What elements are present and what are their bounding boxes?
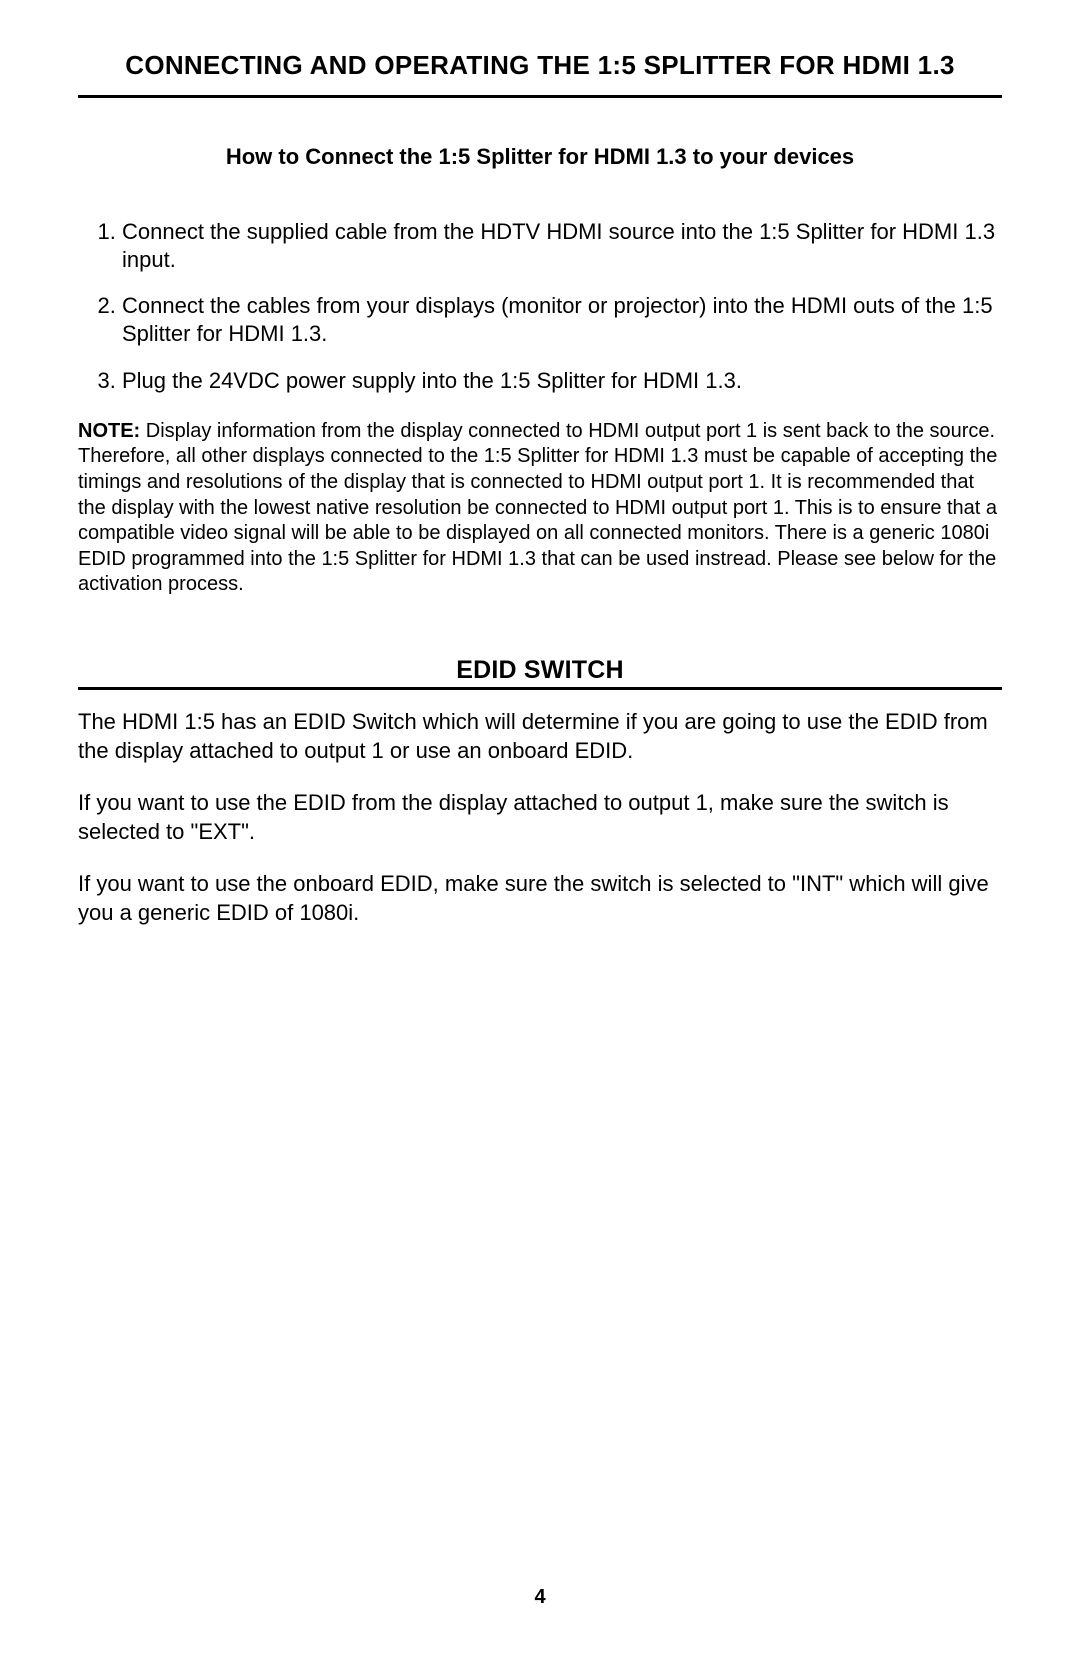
connection-steps-list: Connect the supplied cable from the HDTV… [78, 218, 1002, 395]
list-item: Connect the supplied cable from the HDTV… [122, 218, 1002, 274]
body-paragraph: The HDMI 1:5 has an EDID Switch which wi… [78, 708, 1002, 765]
how-to-connect-subtitle: How to Connect the 1:5 Splitter for HDMI… [78, 144, 1002, 170]
list-item: Connect the cables from your displays (m… [122, 292, 1002, 348]
edid-switch-title: EDID SWITCH [78, 656, 1002, 690]
note-text: Display information from the display con… [78, 420, 997, 596]
note-label: NOTE: [78, 420, 140, 442]
body-paragraph: If you want to use the onboard EDID, mak… [78, 870, 1002, 927]
main-title: CONNECTING AND OPERATING THE 1:5 SPLITTE… [78, 50, 1002, 98]
page-number: 4 [0, 1586, 1080, 1609]
list-item: Plug the 24VDC power supply into the 1:5… [122, 367, 1002, 395]
note-paragraph: NOTE: Display information from the displ… [78, 419, 1002, 598]
body-paragraph: If you want to use the EDID from the dis… [78, 789, 1002, 846]
